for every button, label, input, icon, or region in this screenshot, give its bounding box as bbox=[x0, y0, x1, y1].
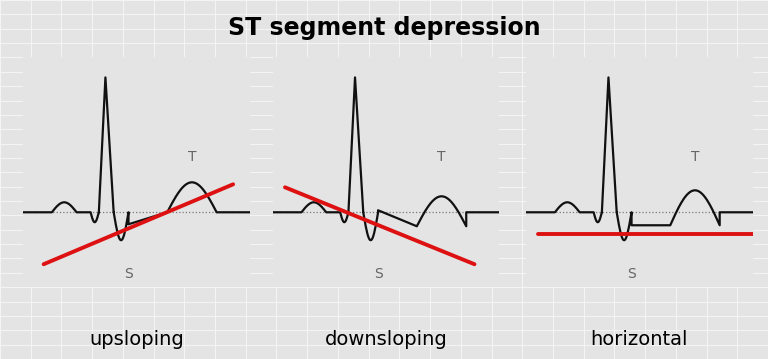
Text: S: S bbox=[627, 267, 636, 281]
Text: T: T bbox=[187, 150, 196, 164]
Text: T: T bbox=[437, 150, 445, 164]
Text: S: S bbox=[374, 267, 382, 281]
Text: downsloping: downsloping bbox=[325, 330, 447, 349]
Text: horizontal: horizontal bbox=[591, 330, 688, 349]
Text: upsloping: upsloping bbox=[89, 330, 184, 349]
Text: S: S bbox=[124, 267, 133, 281]
Text: T: T bbox=[690, 150, 699, 164]
Text: ST segment depression: ST segment depression bbox=[227, 16, 541, 40]
